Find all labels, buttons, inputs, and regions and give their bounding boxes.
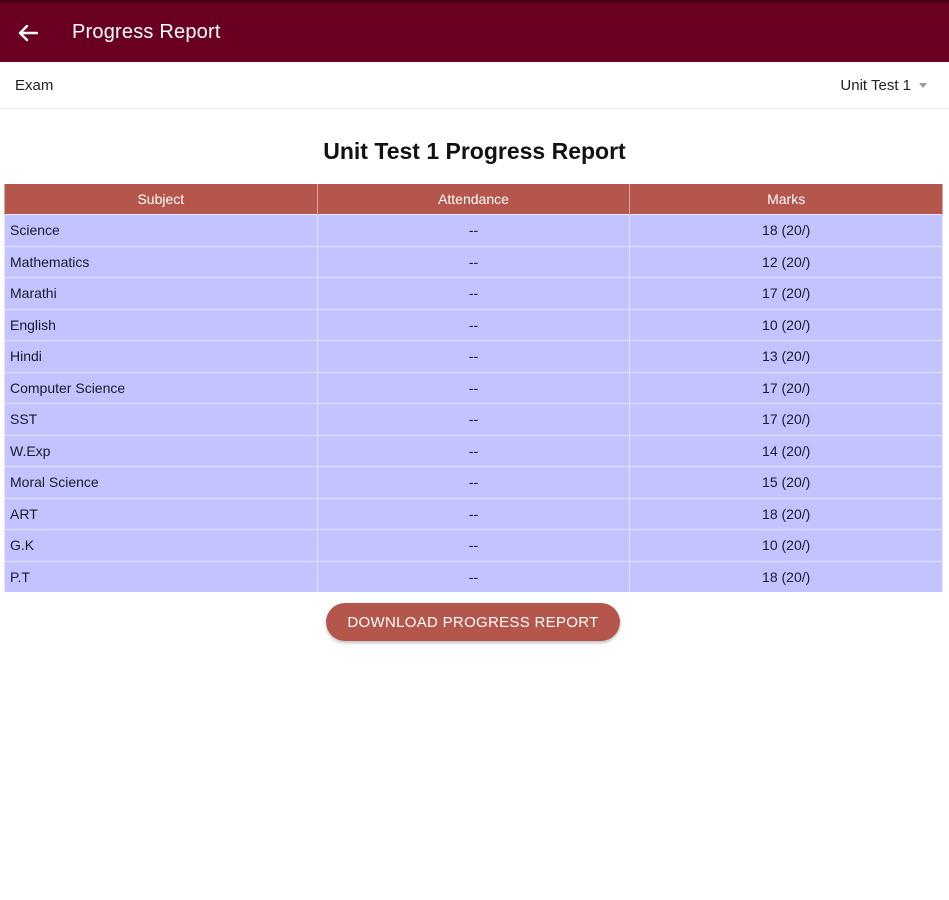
subject-cell: Hindi (4, 340, 318, 372)
column-header-attendance: Attendance (316, 184, 631, 215)
column-header-marks: Marks (629, 184, 943, 215)
arrow-left-icon (18, 24, 38, 41)
attendance-cell: -- (316, 560, 631, 592)
attendance-cell: -- (316, 497, 631, 530)
marks-cell: 10 (20/) (629, 308, 943, 341)
subject-cell: P.T (4, 560, 318, 592)
table-row: Moral Science -- 15 (20/) (4, 466, 943, 498)
exam-selected-value: Unit Test 1 (840, 76, 911, 94)
page-title: Progress Report (72, 21, 221, 43)
back-button[interactable] (0, 5, 56, 61)
subject-cell: Science (4, 214, 318, 246)
exam-selector-row: Exam Unit Test 1 (0, 62, 949, 109)
marks-cell: 17 (20/) (629, 277, 943, 309)
marks-cell: 14 (20/) (629, 434, 943, 467)
attendance-cell: -- (316, 245, 631, 278)
exam-label: Exam (15, 76, 54, 94)
table-row: Science -- 18 (20/) (4, 214, 943, 246)
table-row: Hindi -- 13 (20/) (4, 340, 943, 372)
attendance-cell: -- (316, 371, 631, 404)
progress-table: Subject Attendance Marks Science -- 18 (20… (4, 184, 943, 592)
subject-cell: Mathematics (4, 245, 318, 278)
marks-cell: 10 (20/) (629, 529, 943, 561)
marks-cell: 18 (20/) (629, 497, 943, 530)
subject-cell: English (4, 308, 318, 341)
attendance-cell: -- (316, 214, 631, 246)
attendance-cell: -- (316, 277, 631, 309)
caret-down-icon (919, 82, 927, 88)
subject-cell: Marathi (4, 277, 318, 309)
exam-dropdown[interactable]: Unit Test 1 (840, 77, 927, 94)
subject-cell: G.K (4, 529, 318, 561)
table-row: G.K -- 10 (20/) (4, 529, 943, 561)
download-report-button[interactable]: DOWNLOAD PROGRESS REPORT (326, 603, 620, 641)
attendance-cell: -- (316, 308, 631, 341)
attendance-cell: -- (316, 403, 631, 435)
subject-cell: W.Exp (4, 434, 318, 467)
table-row: Mathematics -- 12 (20/) (4, 245, 943, 278)
marks-cell: 18 (20/) (629, 560, 943, 592)
table-row: SST -- 17 (20/) (4, 403, 943, 435)
app-bar: Progress Report (0, 0, 949, 62)
marks-cell: 18 (20/) (629, 214, 943, 246)
subject-cell: Computer Science (4, 371, 318, 404)
table-row: ART -- 18 (20/) (4, 497, 943, 530)
marks-cell: 13 (20/) (629, 340, 943, 372)
table-row: P.T -- 18 (20/) (4, 560, 943, 592)
attendance-cell: -- (316, 529, 631, 561)
subject-cell: Moral Science (4, 466, 318, 498)
report-title: Unit Test 1 Progress Report (323, 138, 626, 164)
marks-cell: 12 (20/) (629, 245, 943, 278)
marks-cell: 17 (20/) (629, 403, 943, 435)
table-row: Marathi -- 17 (20/) (4, 277, 943, 309)
subject-cell: ART (4, 497, 318, 530)
column-header-subject: Subject (4, 184, 318, 215)
attendance-cell: -- (316, 466, 631, 498)
marks-cell: 15 (20/) (629, 466, 943, 498)
attendance-cell: -- (316, 340, 631, 372)
table-header-row: Subject Attendance Marks (4, 184, 943, 215)
table-row: W.Exp -- 14 (20/) (4, 434, 943, 467)
table-row: Computer Science -- 17 (20/) (4, 371, 943, 404)
marks-cell: 17 (20/) (629, 371, 943, 404)
table-row: English -- 10 (20/) (4, 308, 943, 341)
attendance-cell: -- (316, 434, 631, 467)
subject-cell: SST (4, 403, 318, 435)
